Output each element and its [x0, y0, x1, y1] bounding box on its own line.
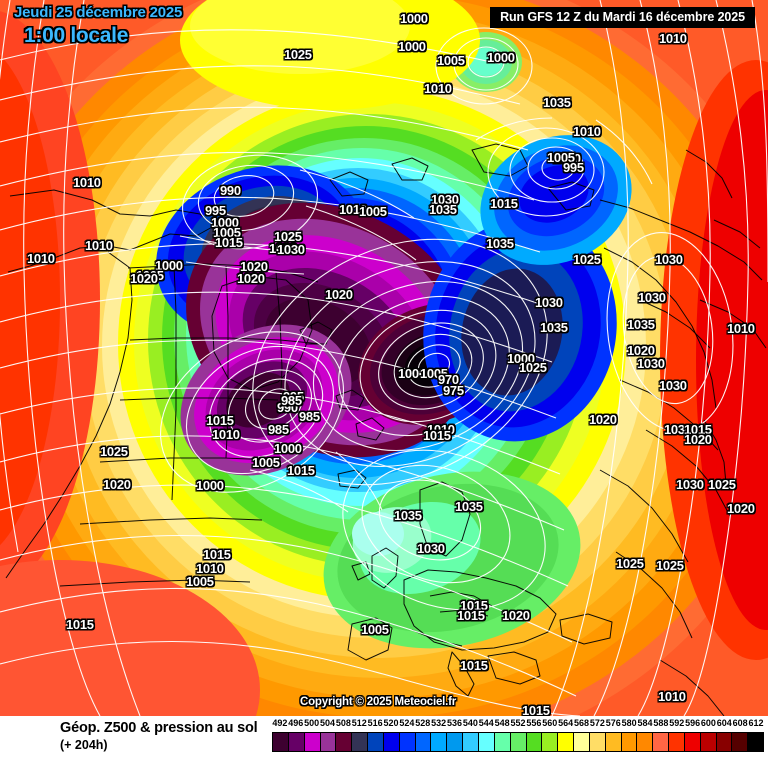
colorbar-swatch	[748, 733, 764, 751]
colorbar-swatch	[478, 733, 495, 751]
colorbar-swatch	[558, 733, 575, 751]
colorbar-swatch	[368, 733, 384, 751]
colorbar-swatch	[589, 733, 606, 751]
colorbar-tick: 496	[288, 718, 304, 728]
colorbar-swatches	[272, 732, 764, 752]
colorbar-swatch	[304, 733, 321, 751]
caption-title: Géop. Z500 & pression au sol	[60, 720, 258, 736]
coastlines	[5, 143, 767, 716]
colorbar-swatch	[288, 733, 305, 751]
colorbar-swatch	[621, 733, 638, 751]
colorbar-tick: 600	[700, 718, 716, 728]
colorbar-tick: 516	[367, 718, 383, 728]
colorbar-swatch	[605, 733, 622, 751]
colorbar-tick: 548	[494, 718, 510, 728]
colorbar-tick: 564	[558, 718, 574, 728]
colorbar-swatch	[526, 733, 543, 751]
colorbar-tick: 608	[732, 718, 748, 728]
colorbar-swatch	[494, 733, 511, 751]
colorbar-swatch	[336, 733, 353, 751]
colorbar-tick: 592	[669, 718, 685, 728]
colorbar-swatch	[383, 733, 400, 751]
colorbar-tick: 500	[304, 718, 320, 728]
colorbar-tick: 588	[653, 718, 669, 728]
colorbar-swatch	[510, 733, 527, 751]
model-run-banner: Run GFS 12 Z du Mardi 16 décembre 2025	[490, 7, 755, 28]
colorbar-swatch	[273, 733, 289, 751]
colorbar-tick: 584	[637, 718, 653, 728]
map-canvas[interactable]: 1000 1000 1025 1005 1000 1010 1010 1035 1010 1000…	[0, 0, 768, 716]
colorbar-tick: 536	[447, 718, 463, 728]
chart-caption: Géop. Z500 & pression au sol (+ 204h)	[60, 720, 258, 752]
colorbar-tick: 528	[415, 718, 431, 728]
colorbar-swatch	[653, 733, 670, 751]
colorbar-swatch	[320, 733, 337, 751]
colorbar-swatch	[716, 733, 733, 751]
colorbar-tick: 520	[383, 718, 399, 728]
colorbar-tick: 524	[399, 718, 415, 728]
colorbar-tick-labels: 492 496 500 504 508 512 516 520 524 528 532 536 540 5…	[272, 718, 764, 732]
colorbar-tick: 512	[351, 718, 367, 728]
isobar-contours	[0, 0, 768, 716]
colorbar: 492 496 500 504 508 512 516 520 524 528 532 536 540 5…	[272, 718, 764, 752]
colorbar-swatch	[700, 733, 717, 751]
colorbar-tick: 552	[510, 718, 526, 728]
colorbar-swatch	[637, 733, 654, 751]
colorbar-tick: 576	[605, 718, 621, 728]
geopotential-map	[0, 0, 768, 716]
colorbar-swatch	[669, 733, 685, 751]
colorbar-swatch	[415, 733, 432, 751]
colorbar-tick: 532	[431, 718, 447, 728]
colorbar-tick: 492	[272, 718, 288, 728]
colorbar-tick: 580	[621, 718, 637, 728]
colorbar-swatch	[542, 733, 559, 751]
colorbar-tick: 596	[685, 718, 701, 728]
colorbar-tick: 540	[462, 718, 478, 728]
colorbar-tick: 560	[542, 718, 558, 728]
colorbar-swatch	[352, 733, 369, 751]
colorbar-tick: 604	[716, 718, 732, 728]
colorbar-swatch	[684, 733, 701, 751]
footer-bar: Géop. Z500 & pression au sol (+ 204h) 49…	[0, 716, 768, 768]
colorbar-tick: 568	[573, 718, 589, 728]
colorbar-tick: 504	[320, 718, 336, 728]
filled-contours	[0, 0, 768, 716]
colorbar-tick: 544	[478, 718, 494, 728]
colorbar-swatch	[574, 733, 590, 751]
colorbar-tick: 508	[335, 718, 351, 728]
colorbar-tick: 556	[526, 718, 542, 728]
colorbar-swatch	[431, 733, 448, 751]
copyright-label: Copyright © 2025 Meteociel.fr	[300, 696, 457, 708]
colorbar-tick: 572	[589, 718, 605, 728]
caption-forecast-hour: (+ 204h)	[60, 738, 108, 752]
colorbar-tick: 612	[748, 718, 764, 728]
colorbar-swatch	[399, 733, 416, 751]
colorbar-swatch	[463, 733, 479, 751]
colorbar-swatch	[447, 733, 464, 751]
colorbar-swatch	[732, 733, 749, 751]
